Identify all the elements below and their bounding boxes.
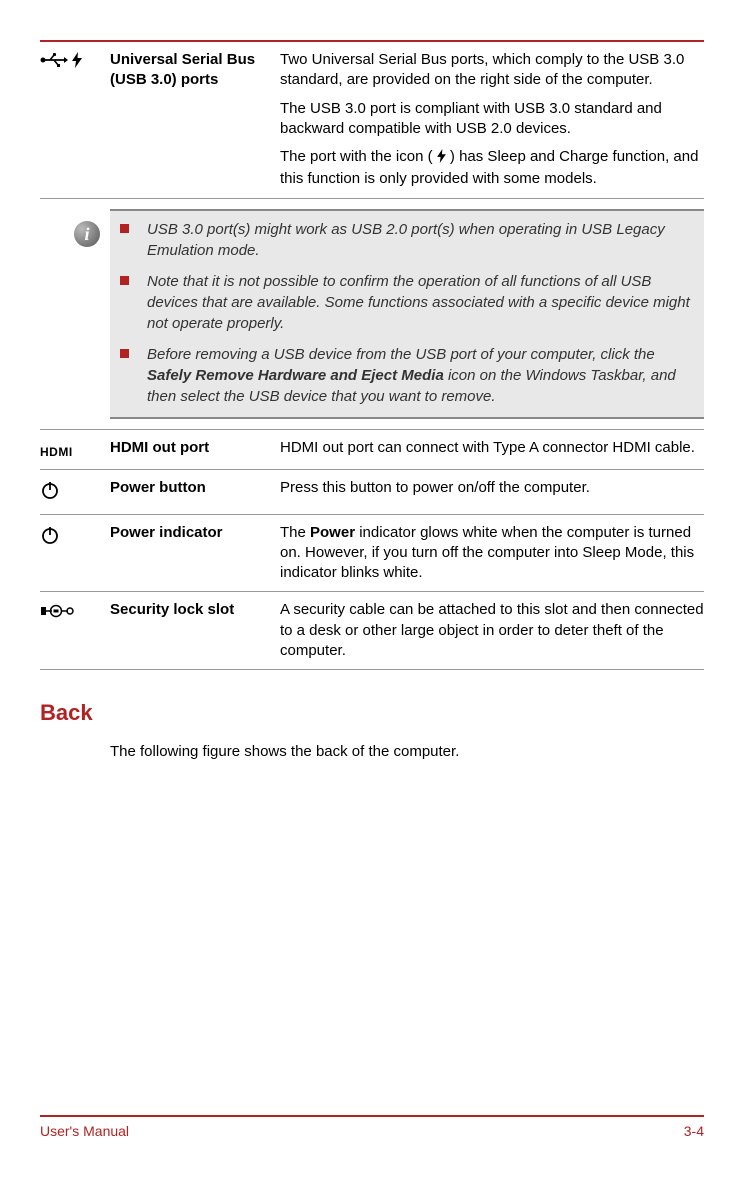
row-power-button: Power button Press this button to power … [40,470,704,515]
note-list: USB 3.0 port(s) might work as USB 2.0 po… [110,219,694,407]
note-item: USB 3.0 port(s) might work as USB 2.0 po… [120,219,694,261]
power-button-desc: Press this button to power on/off the co… [280,478,704,506]
usb-desc: Two Universal Serial Bus ports, which co… [280,50,704,190]
lock-desc: A security cable can be attached to this… [280,600,704,661]
info-icon: i [74,221,100,247]
footer-left: User's Manual [40,1123,129,1139]
power-icon [40,525,60,545]
row-usb: Universal Serial Bus (USB 3.0) ports Two… [40,42,704,199]
usb-bolt-icon [40,52,110,68]
usb-label: Universal Serial Bus (USB 3.0) ports [110,50,280,190]
page-content: Universal Serial Bus (USB 3.0) ports Two… [40,40,704,762]
bullet-icon [120,224,129,233]
note-text-2: Note that it is not possible to confirm … [147,271,694,334]
note-icon-wrap: i [70,219,110,407]
note-3a: Before removing a USB device from the US… [147,346,655,363]
usb-p3a: The port with the icon ( [280,148,433,165]
row-power-indicator: Power indicator The Power indicator glow… [40,515,704,593]
power-icon [40,480,60,500]
hdmi-desc: HDMI out port can connect with Type A co… [280,438,704,462]
section-heading-back: Back [40,700,704,726]
power-indicator-desc: The Power indicator glows white when the… [280,523,704,584]
bullet-icon [120,349,129,358]
row-security-lock: Security lock slot A security cable can … [40,592,704,670]
pi-d2: Power [310,524,355,541]
page-footer: User's Manual 3-4 [40,1115,704,1139]
lock-label: Security lock slot [110,600,280,661]
section-body-text: The following figure shows the back of t… [110,742,704,762]
note-block: i USB 3.0 port(s) might work as USB 2.0 … [110,209,704,419]
power-button-label: Power button [110,478,280,506]
hdmi-label: HDMI out port [110,438,280,462]
hdmi-icon: HDMI [40,445,73,459]
bullet-icon [120,276,129,285]
footer-right: 3-4 [684,1123,704,1139]
pi-d1: The [280,524,310,541]
note-item: Note that it is not possible to confirm … [120,271,694,334]
note-text-1: USB 3.0 port(s) might work as USB 2.0 po… [147,219,694,261]
bolt-icon-inline [437,149,446,169]
usb-icon-cell [40,50,110,190]
row-hdmi: HDMI HDMI out port HDMI out port can con… [40,429,704,471]
power-button-icon-cell [40,478,110,506]
lock-slot-icon [40,604,74,618]
power-indicator-icon-cell [40,523,110,584]
hdmi-icon-cell: HDMI [40,438,110,462]
usb-desc-p3: The port with the icon ( ) has Sleep and… [280,147,704,190]
usb-desc-p2: The USB 3.0 port is compliant with USB 3… [280,99,704,140]
note-text-3: Before removing a USB device from the US… [147,344,694,407]
note-3b: Safely Remove Hardware and Eject Media [147,367,444,384]
note-item: Before removing a USB device from the US… [120,344,694,407]
lock-icon-cell [40,600,110,661]
power-indicator-label: Power indicator [110,523,280,584]
usb-desc-p1: Two Universal Serial Bus ports, which co… [280,50,704,91]
